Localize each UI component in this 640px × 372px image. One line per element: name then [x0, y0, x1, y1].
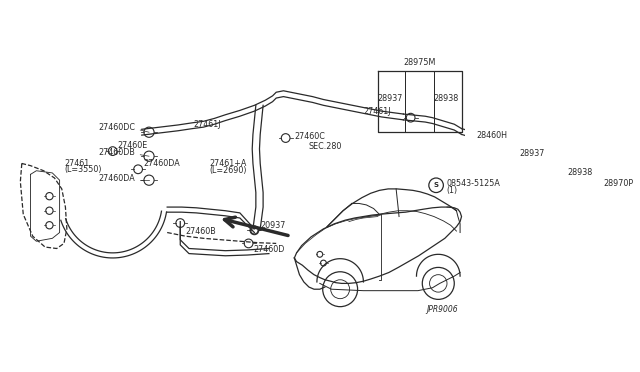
Text: 27460DA: 27460DA: [143, 159, 180, 168]
Text: 27460E: 27460E: [118, 141, 148, 150]
Text: JPR9006: JPR9006: [426, 305, 458, 314]
Text: (L=3550): (L=3550): [64, 165, 102, 174]
Text: 28937: 28937: [520, 149, 545, 158]
Text: 20937: 20937: [260, 221, 285, 230]
Text: 27460DB: 27460DB: [99, 148, 135, 157]
Text: 28970P: 28970P: [604, 179, 634, 188]
Text: 27461+A: 27461+A: [210, 159, 247, 168]
Text: 27461: 27461: [64, 159, 89, 168]
Text: (L=2690): (L=2690): [210, 166, 247, 175]
Text: 28938: 28938: [434, 93, 459, 103]
Text: 28975M: 28975M: [403, 58, 436, 67]
Text: 27461J: 27461J: [193, 120, 221, 129]
Text: (1): (1): [446, 186, 458, 195]
Text: 27460DA: 27460DA: [99, 173, 135, 183]
Text: SEC.280: SEC.280: [309, 142, 342, 151]
Text: 08543-5125A: 08543-5125A: [446, 179, 500, 188]
Text: 27461J: 27461J: [364, 107, 391, 116]
Text: 27460C: 27460C: [294, 132, 325, 141]
Text: 27460B: 27460B: [186, 227, 216, 235]
Text: 27460DC: 27460DC: [98, 123, 135, 132]
Text: 28937: 28937: [378, 93, 403, 103]
Text: S: S: [434, 182, 438, 188]
Text: 28938: 28938: [567, 169, 592, 177]
Text: 27460D: 27460D: [253, 246, 284, 254]
Text: 28460H: 28460H: [476, 131, 507, 140]
